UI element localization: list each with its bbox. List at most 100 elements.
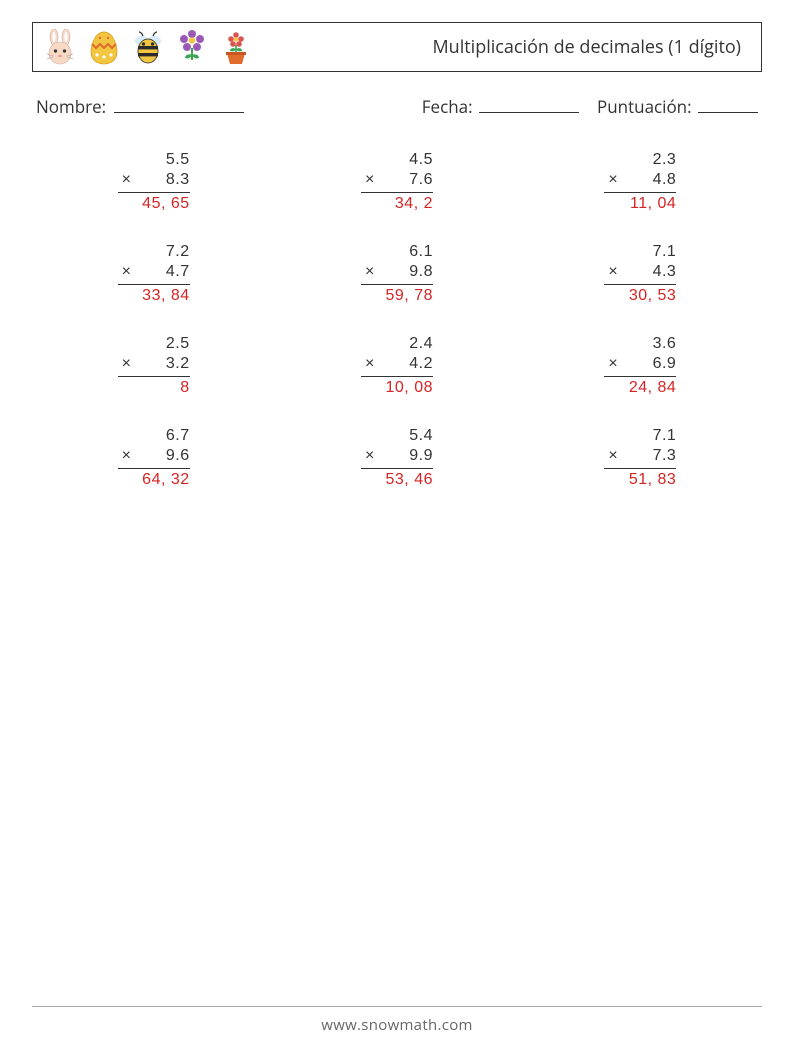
- bunny-icon: [43, 29, 77, 65]
- problem-6: 7.1× 4.3 30, 53: [519, 242, 762, 306]
- answer: 30, 53: [604, 286, 676, 306]
- problem-box: 2.4×4.2 10, 08: [361, 334, 433, 398]
- operator: ×: [118, 354, 131, 374]
- answer: 53, 46: [361, 470, 433, 490]
- info-row: Nombre: Fecha: Puntuación:: [36, 94, 758, 118]
- rule-line: [361, 376, 433, 377]
- operand-row: × 6.9: [604, 354, 676, 374]
- date-group: Fecha:: [422, 94, 579, 118]
- rule-line: [604, 376, 676, 377]
- problem-7: 2.5×3.28: [32, 334, 275, 398]
- rule-line: [118, 284, 190, 285]
- header-icons: [43, 29, 253, 65]
- problem-box: 4.5× 7.6 34, 2: [361, 150, 433, 214]
- footer-divider: [32, 1006, 762, 1007]
- problem-3: 2.3× 4.8 11, 04: [519, 150, 762, 214]
- operand-bottom: 7.6: [409, 170, 433, 190]
- problem-box: 3.6× 6.9 24, 84: [604, 334, 676, 398]
- operator: ×: [604, 446, 617, 466]
- flower-icon: [175, 29, 209, 65]
- problem-1: 5.5×8.345, 65: [32, 150, 275, 214]
- operand-row: ×3.2: [118, 354, 190, 374]
- operand-row: × 4.8: [604, 170, 676, 190]
- problem-8: 2.4×4.2 10, 08: [275, 334, 518, 398]
- operator: ×: [361, 446, 374, 466]
- operand-top: 2.4: [361, 334, 433, 354]
- operand-row: ×7.3: [604, 446, 676, 466]
- rule-line: [118, 376, 190, 377]
- date-label: Fecha:: [422, 95, 473, 118]
- operand-top: 4.5: [361, 150, 433, 170]
- score-blank[interactable]: [698, 94, 758, 113]
- operand-top: 2.5: [118, 334, 190, 354]
- problem-box: 7.1×7.3 51, 83: [604, 426, 676, 490]
- footer-text: www.snowmath.com: [0, 1015, 794, 1035]
- footer-tld: .com: [437, 1015, 472, 1035]
- problem-4: 7.2× 4.7 33, 84: [32, 242, 275, 306]
- operand-row: × 4.3: [604, 262, 676, 282]
- operator: ×: [118, 262, 131, 282]
- operand-row: × 7.6: [361, 170, 433, 190]
- operand-bottom: 4.7: [166, 262, 190, 282]
- operand-top: 7.2: [118, 242, 190, 262]
- answer: 64, 32: [118, 470, 190, 490]
- name-blank[interactable]: [114, 94, 244, 113]
- answer: 24, 84: [604, 378, 676, 398]
- operand-bottom: 9.8: [409, 262, 433, 282]
- rule-line: [361, 192, 433, 193]
- operand-top: 2.3: [604, 150, 676, 170]
- rule-line: [118, 468, 190, 469]
- operand-row: ×8.3: [118, 170, 190, 190]
- info-right: Fecha: Puntuación:: [422, 94, 758, 118]
- footer-snow: snow: [361, 1015, 399, 1035]
- operand-bottom: 4.3: [653, 262, 677, 282]
- footer-math: math: [400, 1015, 438, 1035]
- operand-top: 7.1: [604, 426, 676, 446]
- operator: ×: [118, 446, 131, 466]
- operand-row: ×9.9: [361, 446, 433, 466]
- problem-2: 4.5× 7.6 34, 2: [275, 150, 518, 214]
- operand-row: ×4.2: [361, 354, 433, 374]
- answer: 11, 04: [604, 194, 676, 214]
- footer: www.snowmath.com: [0, 1006, 794, 1035]
- score-label: Puntuación:: [597, 95, 692, 118]
- answer: 33, 84: [118, 286, 190, 306]
- rule-line: [361, 284, 433, 285]
- rule-line: [361, 468, 433, 469]
- operand-bottom: 9.6: [166, 446, 190, 466]
- operand-top: 7.1: [604, 242, 676, 262]
- footer-www: www.: [321, 1015, 361, 1035]
- operand-bottom: 4.8: [653, 170, 677, 190]
- operand-top: 3.6: [604, 334, 676, 354]
- operator: ×: [604, 354, 617, 374]
- date-blank[interactable]: [479, 94, 579, 113]
- operand-top: 6.1: [361, 242, 433, 262]
- rule-line: [604, 192, 676, 193]
- operand-row: ×9.8: [361, 262, 433, 282]
- bee-icon: [131, 29, 165, 65]
- problem-box: 2.5×3.28: [118, 334, 190, 398]
- pot-flower-icon: [219, 29, 253, 65]
- rule-line: [118, 192, 190, 193]
- answer: 34, 2: [361, 194, 433, 214]
- rule-line: [604, 468, 676, 469]
- operand-top: 5.5: [118, 150, 190, 170]
- worksheet-page: Multiplicación de decimales (1 dígito) N…: [0, 0, 794, 1053]
- problem-box: 7.1× 4.3 30, 53: [604, 242, 676, 306]
- operand-top: 6.7: [118, 426, 190, 446]
- operator: ×: [604, 262, 617, 282]
- answer: 51, 83: [604, 470, 676, 490]
- problem-box: 5.4×9.953, 46: [361, 426, 433, 490]
- problem-5: 6.1×9.859, 78: [275, 242, 518, 306]
- problem-9: 3.6× 6.9 24, 84: [519, 334, 762, 398]
- operator: ×: [361, 354, 374, 374]
- answer: 10, 08: [361, 378, 433, 398]
- rule-line: [604, 284, 676, 285]
- operator: ×: [604, 170, 617, 190]
- operator: ×: [361, 170, 374, 190]
- problem-box: 6.7× 9.6 64, 32: [118, 426, 190, 490]
- problem-12: 7.1×7.3 51, 83: [519, 426, 762, 490]
- problem-box: 2.3× 4.8 11, 04: [604, 150, 676, 214]
- name-label: Nombre:: [36, 95, 106, 118]
- operand-bottom: 6.9: [653, 354, 677, 374]
